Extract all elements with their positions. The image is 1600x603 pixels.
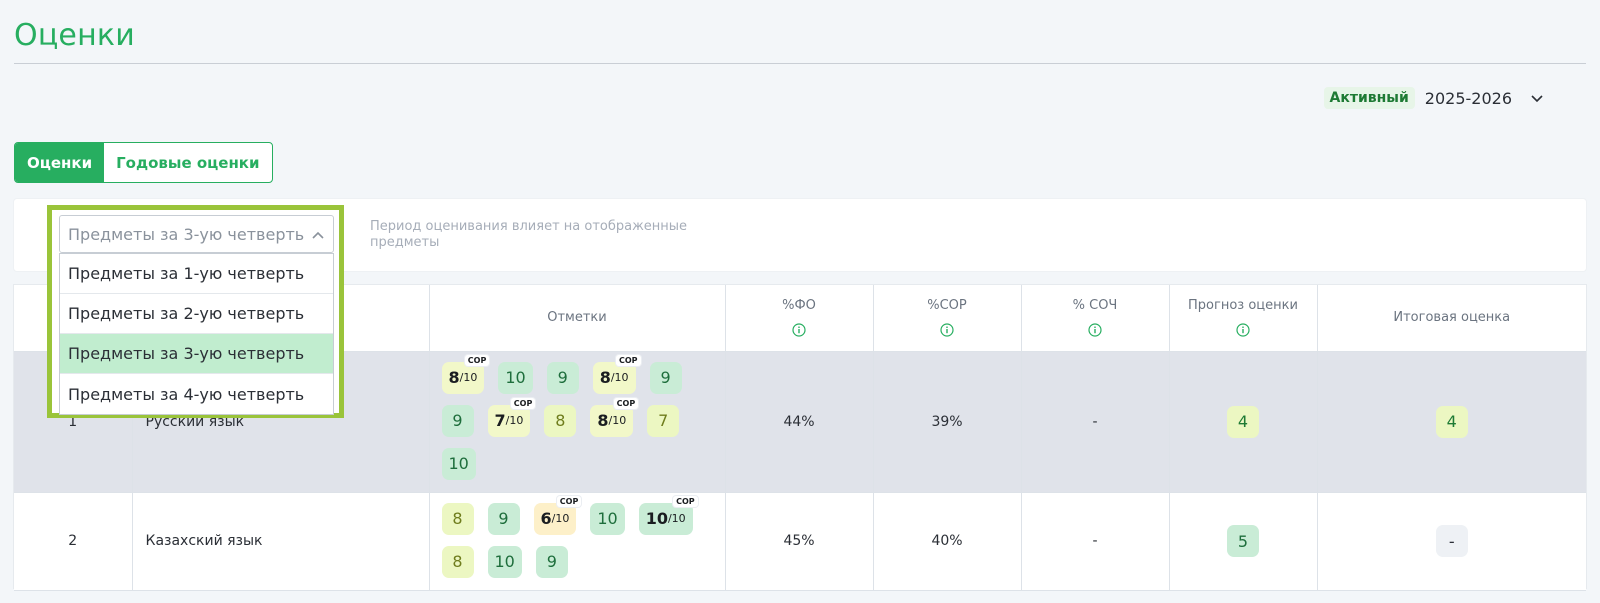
sor-grade-chip[interactable]: 8/10 СОР [441,354,490,394]
chevron-down-icon [1531,95,1543,103]
grade-value: 6 [540,509,552,528]
header-soch-label: % СОЧ [1072,298,1118,314]
final-cell: 4 [1317,351,1586,493]
info-circle-icon[interactable] [1088,323,1102,337]
period-menu: Предметы за 1-ую четверть Предметы за 2-… [59,253,334,415]
marks-cell: 8/10 СОР 10 9 8/10 СОР 9 9 7/10 СОР 8 8/10 СОР 7 10 [429,351,726,493]
header-final: Итоговая оценка [1317,285,1586,352]
status-badge: Активный [1323,87,1415,109]
period-select[interactable]: Предметы за 3-ую четверть [59,215,334,253]
grade-chip[interactable]: 9 [441,404,474,437]
info-circle-icon[interactable] [792,323,806,337]
grade-chip[interactable]: 9 [649,361,682,394]
grade-denominator: /10 [459,371,478,384]
header-marks: Отметки [429,285,726,352]
grade-chip[interactable]: 8 [441,502,474,535]
marks-list: 8/10 СОР 10 9 8/10 СОР 9 9 7/10 СОР 8 8/10 СОР 7 10 [430,352,730,492]
grade-denominator: /10 [551,512,570,525]
grade-chip[interactable]: 10 [487,545,522,578]
year-selector[interactable]: Активный 2025-2026 [1323,87,1544,109]
sor-percent: 40% [873,492,1022,591]
tab-grades[interactable]: Оценки [15,143,105,182]
sor-grade-chip[interactable]: 8/10 СОР [592,354,641,394]
forecast-grade: 4 [1227,405,1259,438]
tab-annual-grades[interactable]: Годовые оценки [116,153,260,172]
forecast-cell: 4 [1169,351,1318,493]
grade-value: 10 [645,509,668,528]
grade-chip[interactable]: 10 [590,502,625,535]
grade-chip[interactable]: 8 [441,545,474,578]
header-soch: % СОЧ [1021,285,1170,352]
grade-chip[interactable]: 8 [544,404,577,437]
forecast-grade: 5 [1227,525,1259,557]
grade-denominator: /10 [610,371,629,384]
info-circle-icon[interactable] [940,323,954,337]
sor-grade-chip[interactable]: 8/10 СОР [590,397,639,437]
header-sor-label: %СОР [927,298,967,314]
header-sor: %СОР [873,285,1022,352]
final-grade: - [1435,525,1468,557]
sor-percent: 39% [873,351,1022,493]
sor-tag: СОР [464,354,490,366]
grade-chip[interactable]: 10 [441,447,476,480]
sor-tag: СОР [673,495,698,507]
grade-value: 8 [448,368,460,387]
sor-tag: СОР [616,354,641,366]
period-option-3[interactable]: Предметы за 3-ую четверть [60,334,333,374]
grade-denominator: /10 [505,414,524,427]
period-option-4[interactable]: Предметы за 4-ую четверть [68,384,305,404]
soch-percent: - [1021,351,1170,493]
table-row: 2 Казахский язык 8 9 6/10 СОР 10 10/10 СОР 8 10 9… [14,492,1586,591]
header-fo: %ФО [725,285,874,352]
sor-grade-chip[interactable]: 6/10 СОР [533,495,582,535]
grade-denominator: /10 [608,414,627,427]
tabs: Оценки Годовые оценки [14,142,273,183]
grade-chip[interactable]: 9 [546,361,579,394]
subject-name: Казахский язык [132,492,430,591]
grade-value: 8 [599,368,611,387]
sor-grade-chip[interactable]: 10/10 СОР [638,495,698,535]
fo-percent: 45% [725,492,874,591]
header-fo-label: %ФО [782,298,816,314]
period-select-value: Предметы за 3-ую четверть [68,224,305,244]
sor-tag: СОР [510,397,536,409]
grade-chip[interactable]: 7 [647,404,680,437]
chevron-up-icon [312,231,324,239]
marks-list: 8 9 6/10 СОР 10 10/10 СОР 8 10 9 [430,493,730,590]
header-forecast: Прогноз оценки [1169,285,1318,352]
grades-table-card: Отметки %ФО %СОР % СОЧ Прогноз оценки [14,285,1586,591]
grade-value: 8 [597,411,609,430]
period-option-2[interactable]: Предметы за 2-ую четверть [60,294,333,334]
period-option-1[interactable]: Предметы за 1-ую четверть [60,254,333,294]
year-value: 2025-2026 [1424,88,1512,108]
final-cell: - [1317,492,1586,591]
filter-hint: Период оценивания влияет на отображенные… [370,219,688,250]
header-forecast-label: Прогноз оценки [1188,298,1298,314]
soch-percent: - [1021,492,1170,591]
grade-chip[interactable]: 9 [535,545,568,578]
final-grade: 4 [1435,405,1468,438]
sor-grade-chip[interactable]: 7/10 СОР [487,397,536,437]
title-divider [14,63,1586,64]
fo-percent: 44% [725,351,874,493]
marks-cell: 8 9 6/10 СОР 10 10/10 СОР 8 10 9 [429,492,726,591]
forecast-cell: 5 [1169,492,1318,591]
sor-tag: СОР [613,397,639,409]
grade-denominator: /10 [667,512,686,525]
sor-tag: СОР [556,495,582,507]
grade-value: 7 [494,411,506,430]
row-number: 2 [14,492,133,591]
grade-chip[interactable]: 10 [498,361,533,394]
grade-chip[interactable]: 9 [487,502,520,535]
page-title: Оценки [14,18,135,53]
info-circle-icon[interactable] [1236,323,1250,337]
